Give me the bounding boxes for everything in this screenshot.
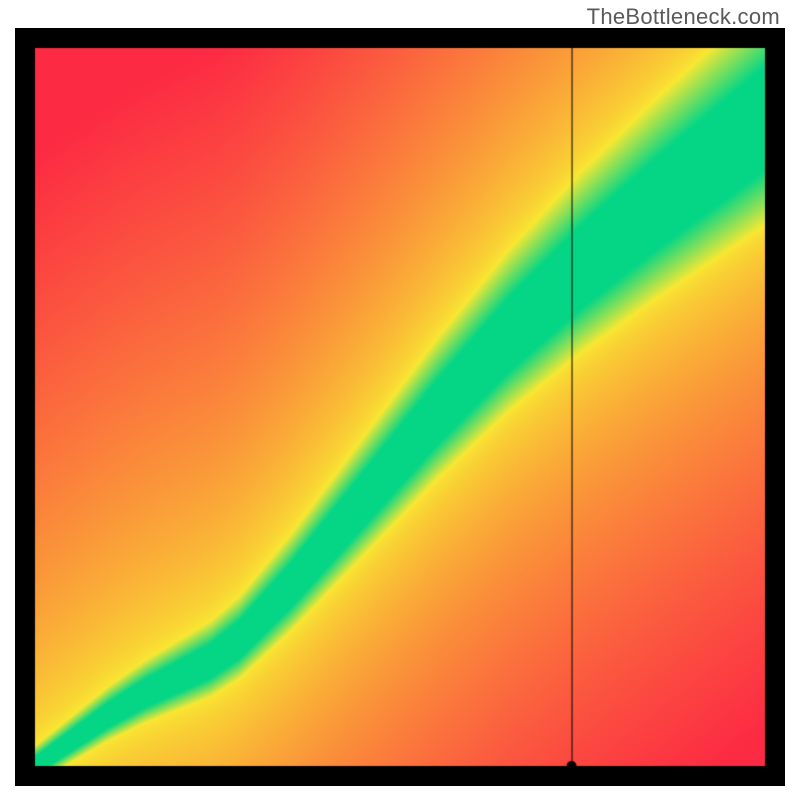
chart-container: TheBottleneck.com [0, 0, 800, 800]
watermark-text: TheBottleneck.com [587, 4, 780, 30]
heatmap-canvas [15, 28, 785, 786]
heatmap-frame [15, 28, 785, 786]
